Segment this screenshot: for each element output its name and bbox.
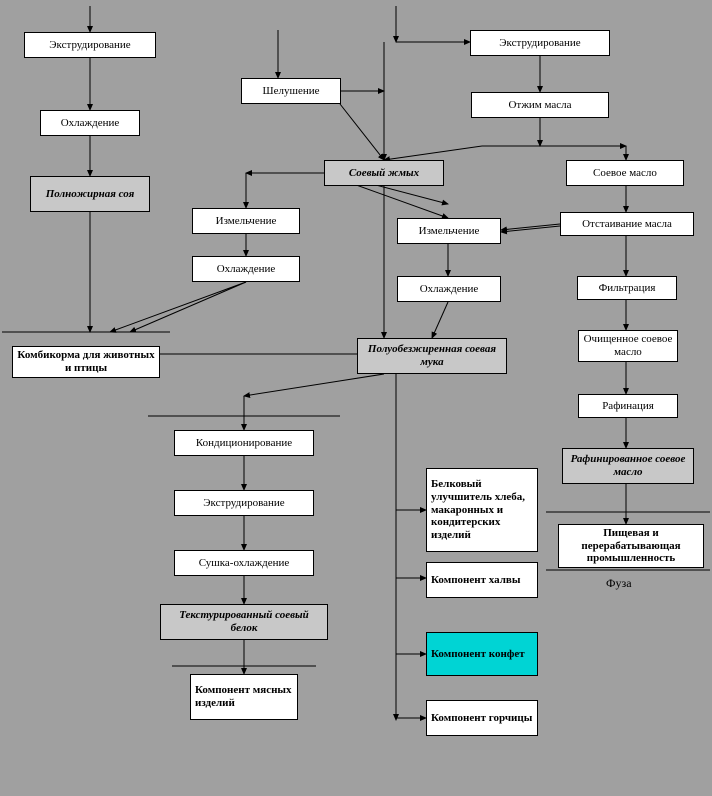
node-n13: Отстаивание масла — [560, 212, 694, 236]
node-n23: Текстурированный соевый белок — [160, 604, 328, 640]
node-n15: Комбикорма для животных и птицы — [12, 346, 160, 378]
node-n18: Рафинация — [578, 394, 678, 418]
node-n22: Сушка-охлаждение — [174, 550, 314, 576]
node-n25: Белковый улучшитель хлеба, макаронных и … — [426, 468, 538, 552]
node-n27: Компонент конфет — [426, 632, 538, 676]
node-n6: Отжим масла — [471, 92, 609, 118]
node-n7: Соевый жмых — [324, 160, 444, 186]
node-n26: Компонент халвы — [426, 562, 538, 598]
label-l1: Фуза — [606, 576, 632, 591]
node-n20: Кондиционирование — [174, 430, 314, 456]
node-n21: Экструдирование — [174, 490, 314, 516]
node-n10: Охлаждение — [192, 256, 300, 282]
node-n17: Очищенное соевое масло — [578, 330, 678, 362]
node-n4: Шелушение — [241, 78, 341, 104]
node-n3: Полножирная соя — [30, 176, 150, 212]
node-n12: Охлаждение — [397, 276, 501, 302]
node-n11: Измельчение — [397, 218, 501, 244]
node-n19: Рафинированное соевое масло — [562, 448, 694, 484]
node-n24: Компонент мясных изделий — [190, 674, 298, 720]
node-n14: Фильтрация — [577, 276, 677, 300]
node-n8: Соевое масло — [566, 160, 684, 186]
node-n28: Компонент горчицы — [426, 700, 538, 736]
node-n2: Охлаждение — [40, 110, 140, 136]
node-n16: Полуобезжиренная соевая мука — [357, 338, 507, 374]
node-n5: Экструдирование — [470, 30, 610, 56]
node-n1: Экструдирование — [24, 32, 156, 58]
node-n9: Измельчение — [192, 208, 300, 234]
node-n29: Пищевая и перерабатывающая промышленност… — [558, 524, 704, 568]
